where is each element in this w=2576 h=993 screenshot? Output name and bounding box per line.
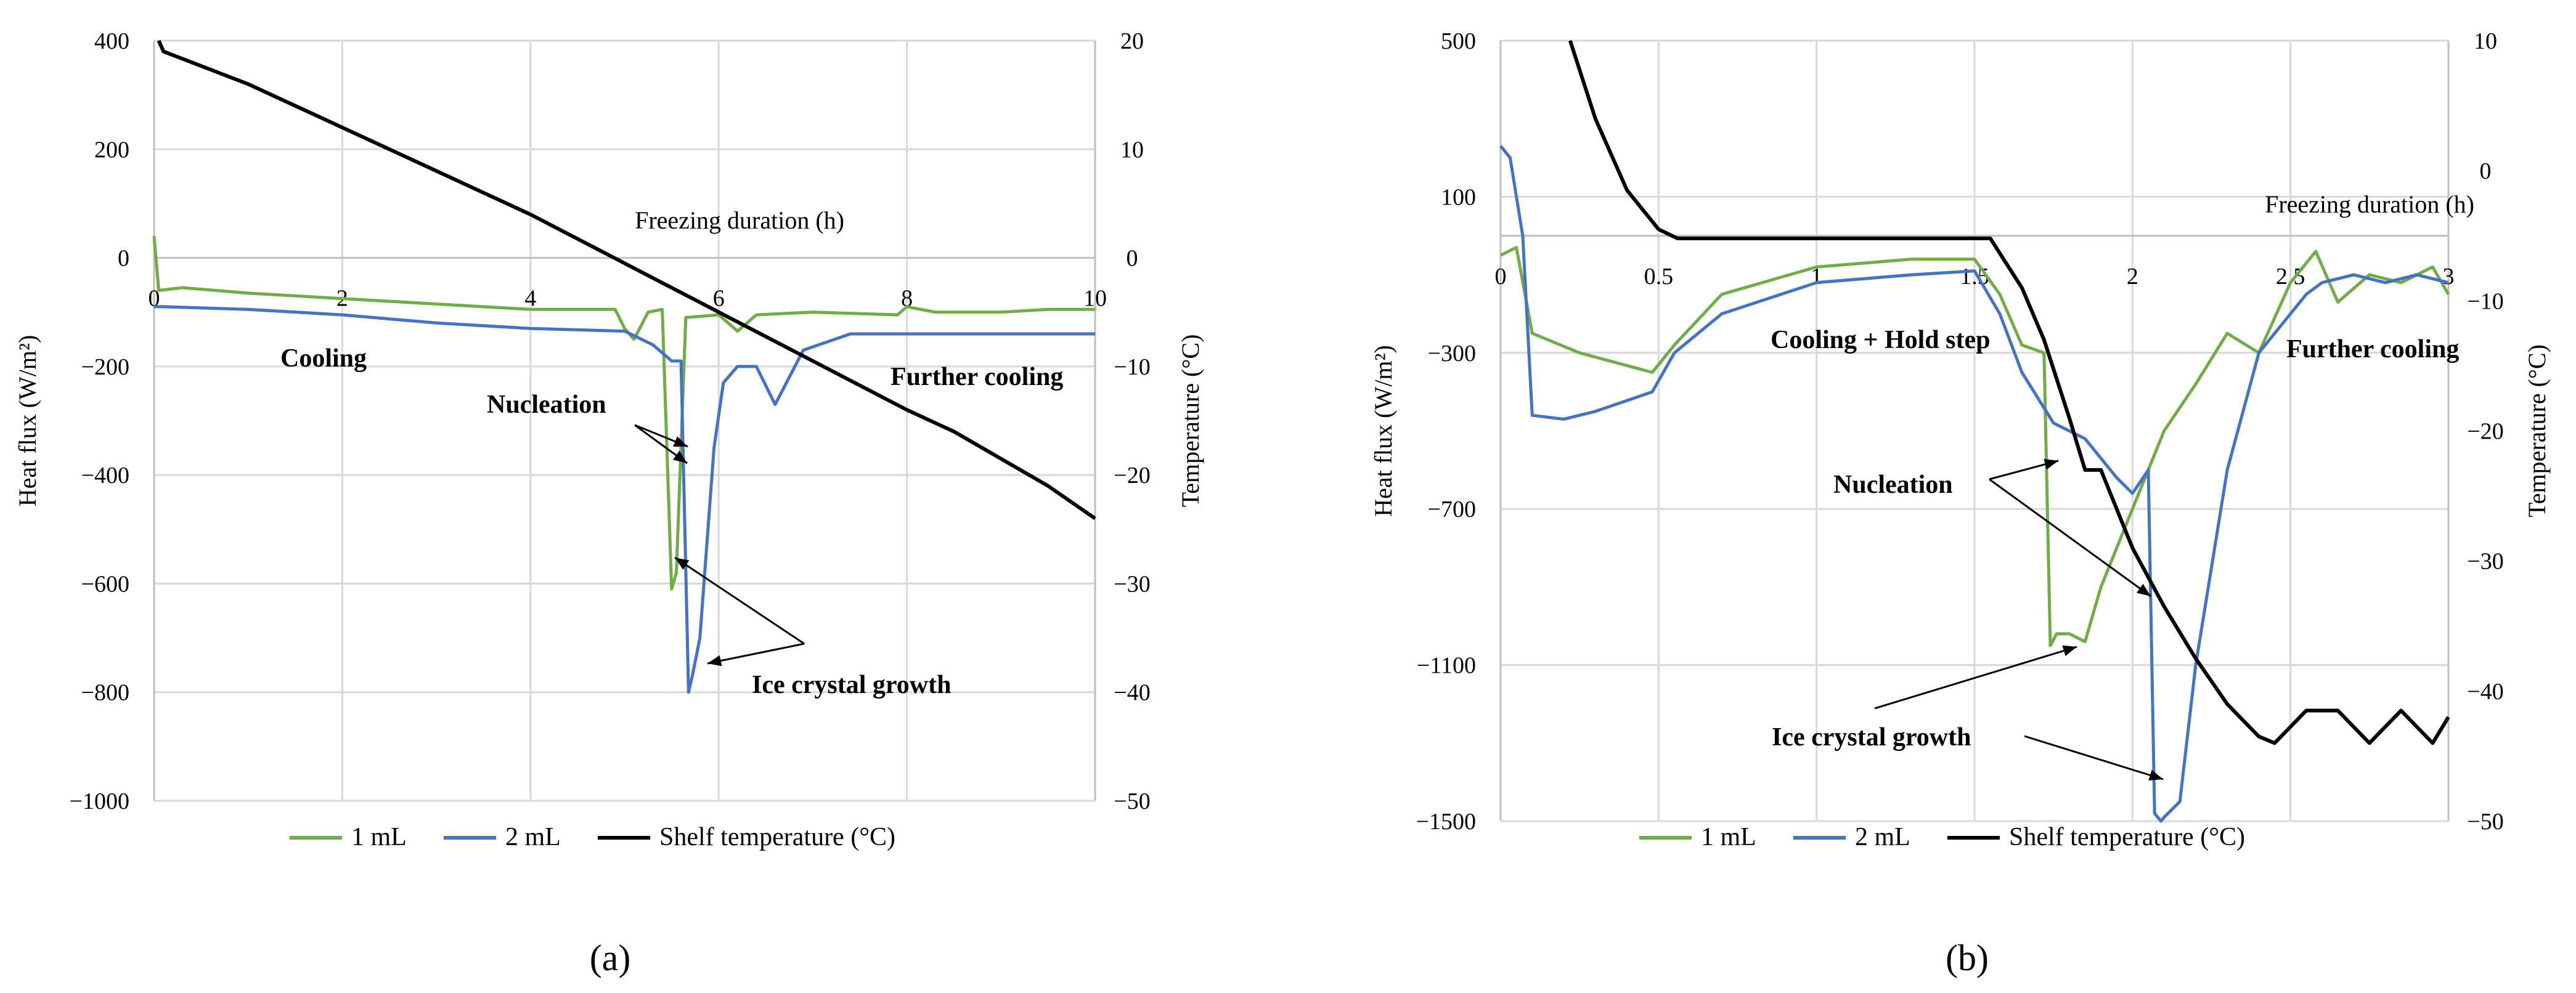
y2-tick-label: −30 bbox=[2467, 549, 2503, 575]
annotation-cooling: Cooling bbox=[280, 344, 367, 373]
annotation-arrowhead bbox=[2148, 769, 2163, 781]
y-axis-title: Heat flux (W/m²) bbox=[1369, 345, 1397, 517]
annotation-ice-crystal-growth: Ice crystal growth bbox=[752, 671, 951, 699]
annotation-arrowhead bbox=[2044, 458, 2058, 470]
series-line-shelf-temperature-c bbox=[1568, 40, 2450, 745]
y-tick-label: −1500 bbox=[1416, 809, 1476, 835]
panel-b-chart: 500100−300−700−1100−1500100−10−20−30−40−… bbox=[1369, 28, 2551, 978]
x-tick-label: 0 bbox=[149, 286, 160, 312]
annotation-further-cooling: Further cooling bbox=[891, 363, 1063, 391]
series-line-2-ml bbox=[1499, 145, 2449, 823]
series-line-1-ml bbox=[152, 236, 1095, 591]
legend-label: 1 mL bbox=[1701, 823, 1756, 851]
annotation-arrow bbox=[707, 642, 805, 665]
y-tick-label: −300 bbox=[1428, 341, 1476, 367]
y-tick-label: −200 bbox=[81, 354, 129, 380]
y2-axis-title: Temperature (°C) bbox=[1176, 334, 1204, 508]
legend-label: Shelf temperature (°C) bbox=[2009, 823, 2245, 851]
x-tick-label: 4 bbox=[524, 286, 536, 312]
y2-tick-label: 20 bbox=[1120, 28, 1144, 54]
y-tick-label: −1100 bbox=[1417, 653, 1476, 679]
x-axis-title: Freezing duration (h) bbox=[635, 206, 844, 234]
x-tick-label: 6 bbox=[713, 286, 725, 312]
y2-tick-label: −50 bbox=[1114, 788, 1150, 814]
annotation-arrowhead bbox=[2062, 645, 2077, 657]
panel-a-chart: 4002000−200−400−600−800−100020100−10−20−… bbox=[14, 28, 1204, 978]
legend-label: 2 mL bbox=[505, 823, 561, 851]
y2-tick-label: 10 bbox=[1120, 137, 1144, 163]
x-tick-label: 2 bbox=[2127, 264, 2138, 290]
annotation-nucleation: Nucleation bbox=[487, 391, 606, 419]
y2-tick-label: −10 bbox=[2467, 288, 2503, 314]
y2-tick-label: 10 bbox=[2474, 28, 2497, 54]
series-line-2-ml bbox=[154, 305, 1095, 694]
annotation-arrowhead bbox=[673, 436, 688, 447]
annotation-arrowhead bbox=[672, 450, 687, 463]
y2-tick-label: −20 bbox=[2467, 419, 2503, 445]
y2-tick-label: 0 bbox=[2480, 158, 2492, 184]
y-tick-label: 100 bbox=[1441, 184, 1476, 210]
x-tick-label: 0.5 bbox=[1644, 264, 1674, 290]
legend-label: Shelf temperature (°C) bbox=[659, 823, 895, 851]
y-tick-label: −1000 bbox=[70, 788, 129, 814]
y2-tick-label: 0 bbox=[1127, 246, 1138, 272]
y-tick-label: −600 bbox=[81, 571, 129, 597]
y-axis-title: Heat flux (W/m²) bbox=[14, 335, 41, 507]
series-line-shelf-temperature-c bbox=[157, 39, 1096, 521]
y-tick-label: −800 bbox=[81, 680, 129, 706]
y2-axis-title: Temperature (°C) bbox=[2523, 344, 2551, 517]
annotation-further-cooling: Further cooling bbox=[2286, 335, 2459, 363]
y-tick-label: −400 bbox=[81, 463, 129, 488]
y2-tick-label: −20 bbox=[1114, 463, 1150, 488]
annotation-arrow bbox=[1874, 646, 2077, 710]
panel-label: (a) bbox=[590, 938, 631, 978]
y-tick-label: 0 bbox=[118, 246, 129, 272]
legend-label: 2 mL bbox=[1855, 823, 1910, 851]
y-tick-label: −700 bbox=[1428, 496, 1476, 522]
annotation-cooling-hold-step: Cooling + Hold step bbox=[1771, 326, 1991, 354]
annotation-arrowhead bbox=[675, 557, 690, 570]
legend-label: 1 mL bbox=[351, 823, 407, 851]
x-tick-label: 0 bbox=[1495, 264, 1507, 290]
y2-tick-label: −40 bbox=[1114, 680, 1150, 706]
y2-tick-label: −10 bbox=[1114, 354, 1150, 380]
panel-label: (b) bbox=[1946, 938, 1989, 978]
annotation-arrowhead bbox=[2136, 583, 2151, 596]
y-tick-label: 200 bbox=[94, 137, 129, 163]
annotation-arrow bbox=[1989, 478, 2151, 598]
y2-tick-label: −50 bbox=[2467, 809, 2503, 835]
x-axis-title: Freezing duration (h) bbox=[2265, 190, 2474, 218]
x-tick-label: 8 bbox=[901, 286, 913, 312]
annotation-ice-crystal-growth: Ice crystal growth bbox=[1772, 723, 1971, 752]
annotation-arrow bbox=[2024, 735, 2164, 780]
y2-tick-label: −30 bbox=[1114, 571, 1150, 597]
y-tick-label: 500 bbox=[1441, 28, 1476, 54]
series-line-1-ml bbox=[1499, 246, 2450, 647]
annotation-arrow bbox=[674, 556, 805, 645]
y-tick-label: 400 bbox=[94, 28, 129, 54]
annotation-nucleation: Nucleation bbox=[1833, 471, 1953, 499]
annotation-arrowhead bbox=[707, 655, 722, 667]
x-tick-label: 10 bbox=[1083, 286, 1107, 312]
y2-tick-label: −40 bbox=[2467, 679, 2503, 705]
